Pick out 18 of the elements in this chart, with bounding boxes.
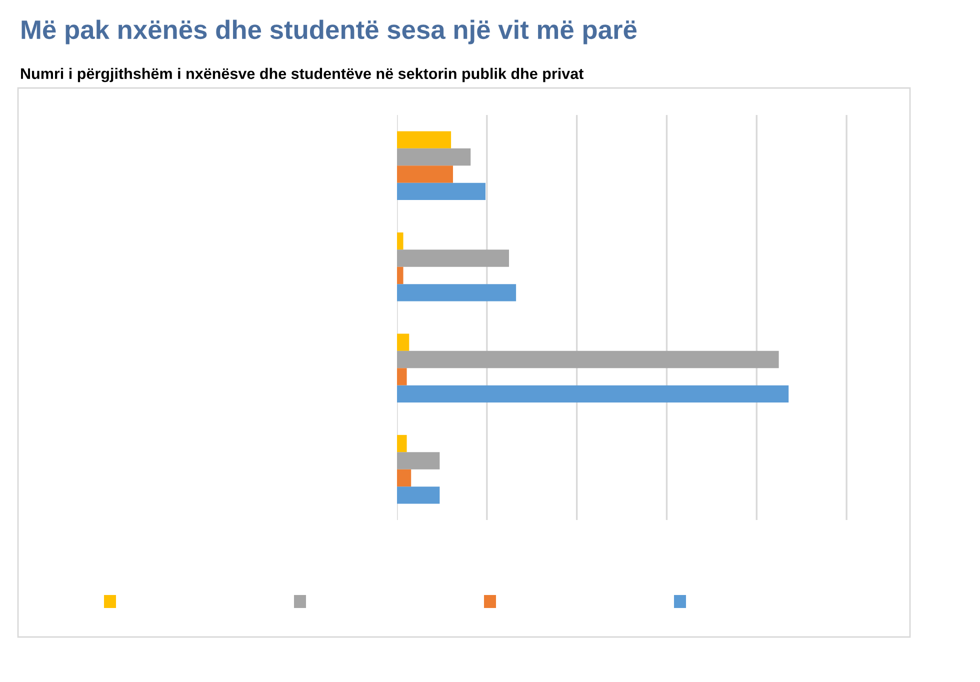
bar <box>397 452 440 470</box>
chart-subtitle: Numri i përgjithshëm i nxënësve dhe studentëve në sektorin publik dhe privat <box>21 68 584 82</box>
bar <box>397 368 407 386</box>
bar <box>397 486 440 504</box>
bar <box>397 350 779 368</box>
bar <box>397 334 410 351</box>
bar <box>397 469 412 487</box>
bar <box>397 266 404 284</box>
bar <box>397 250 509 267</box>
bar <box>397 284 516 302</box>
bar <box>397 148 471 166</box>
chart-title: Më pak nxënës dhe studentë sesa një vit më parë <box>22 20 637 44</box>
bar <box>397 131 452 148</box>
bar <box>397 166 453 183</box>
bar <box>397 232 404 250</box>
bar <box>397 182 486 200</box>
bar <box>397 385 789 403</box>
bar <box>397 434 407 452</box>
